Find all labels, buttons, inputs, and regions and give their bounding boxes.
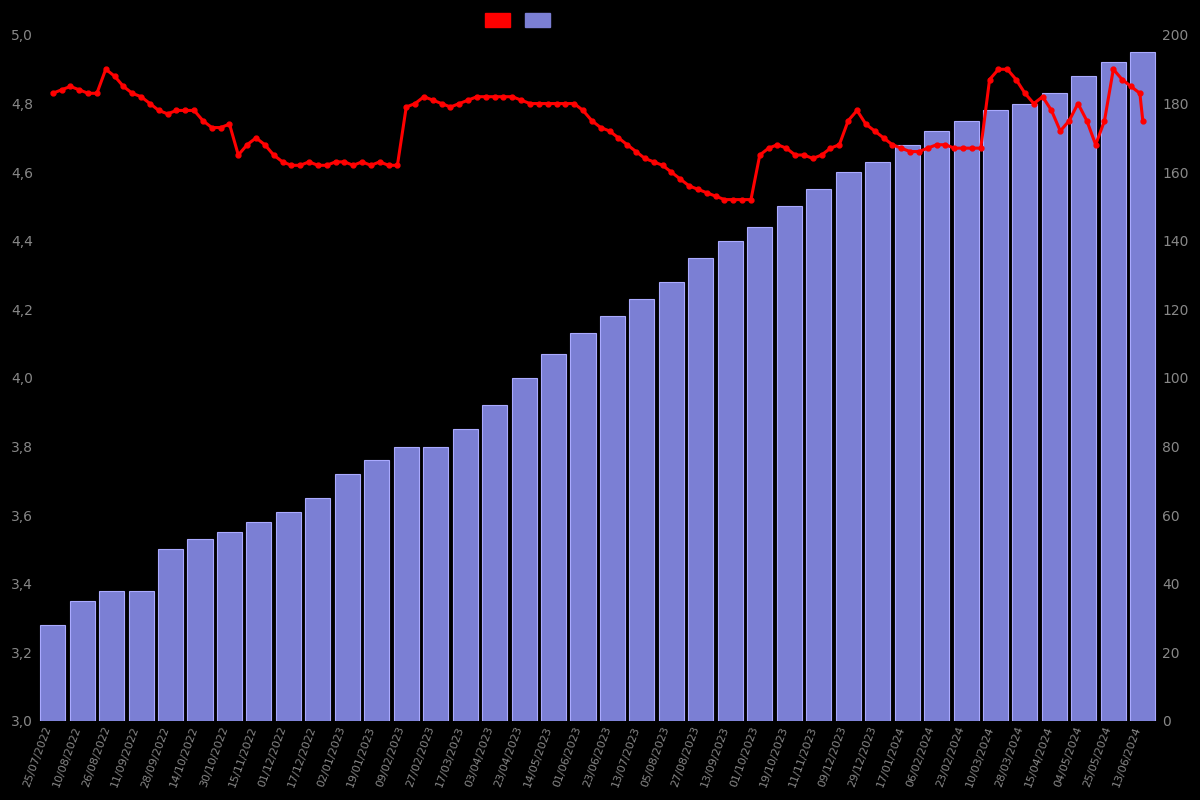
Bar bbox=[924, 131, 949, 721]
Bar bbox=[217, 532, 242, 721]
Bar bbox=[187, 539, 212, 721]
Bar bbox=[394, 446, 419, 721]
Bar bbox=[424, 446, 449, 721]
Bar bbox=[865, 162, 890, 721]
Bar bbox=[305, 498, 330, 721]
Bar bbox=[276, 512, 301, 721]
Bar bbox=[954, 121, 978, 721]
Bar bbox=[452, 430, 478, 721]
Bar bbox=[894, 145, 919, 721]
Bar bbox=[158, 550, 184, 721]
Bar bbox=[806, 190, 832, 721]
Bar bbox=[1100, 62, 1126, 721]
Bar bbox=[40, 625, 65, 721]
Bar bbox=[1130, 52, 1156, 721]
Bar bbox=[100, 590, 124, 721]
Bar bbox=[776, 206, 802, 721]
Bar bbox=[246, 522, 271, 721]
Bar bbox=[718, 241, 743, 721]
Bar bbox=[1042, 94, 1067, 721]
Bar bbox=[1013, 103, 1038, 721]
Bar bbox=[600, 316, 625, 721]
Bar bbox=[365, 460, 389, 721]
Legend: , : , bbox=[479, 8, 559, 34]
Bar bbox=[335, 474, 360, 721]
Bar bbox=[835, 172, 860, 721]
Bar bbox=[570, 334, 595, 721]
Bar bbox=[1072, 76, 1097, 721]
Bar bbox=[748, 227, 773, 721]
Bar bbox=[70, 601, 95, 721]
Bar bbox=[659, 282, 684, 721]
Bar bbox=[689, 258, 713, 721]
Bar bbox=[482, 406, 508, 721]
Bar bbox=[511, 378, 536, 721]
Bar bbox=[630, 299, 654, 721]
Bar bbox=[541, 354, 566, 721]
Bar bbox=[128, 590, 154, 721]
Bar bbox=[983, 110, 1008, 721]
